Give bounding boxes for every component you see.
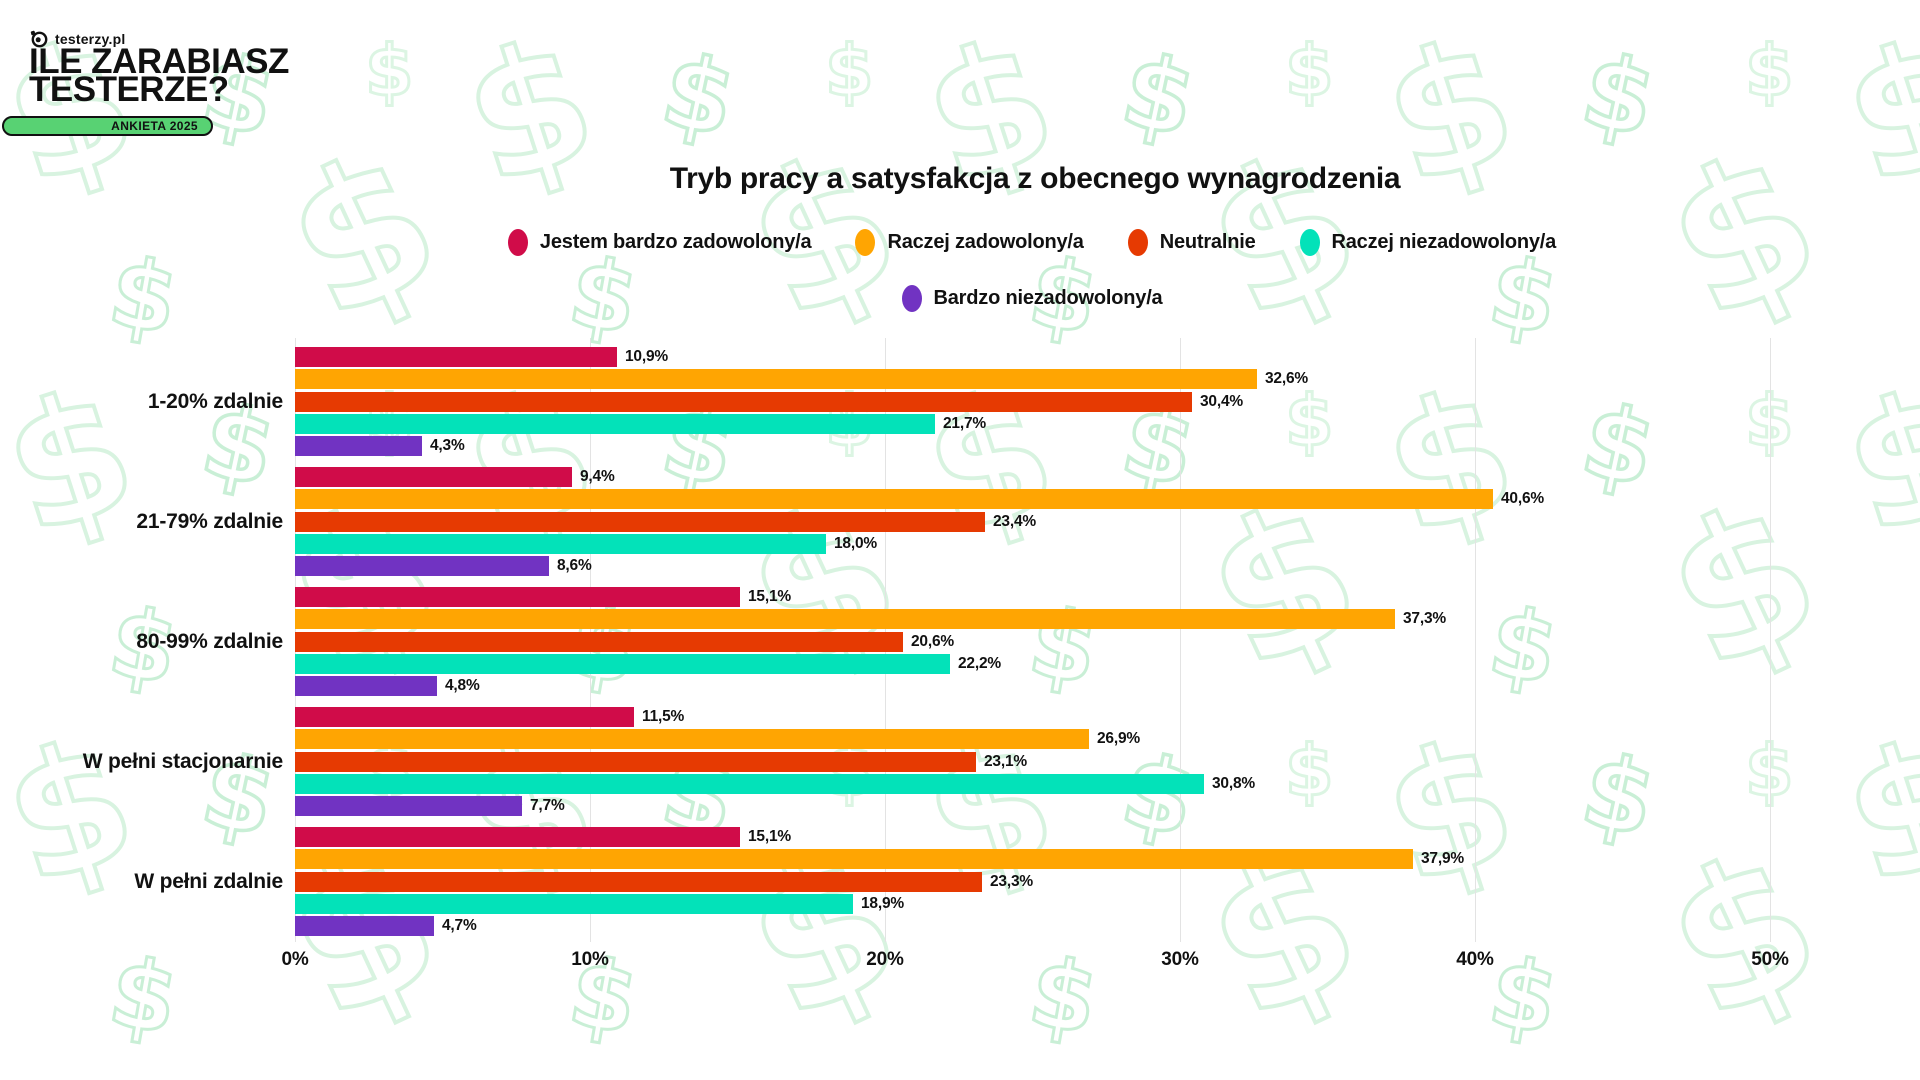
legend-label: Neutralnie [1159, 231, 1256, 253]
x-tick-label: 50% [1751, 949, 1789, 970]
bar-value-label: 32,6% [1265, 370, 1308, 387]
bar [295, 774, 1204, 794]
bar-value-label: 20,6% [911, 633, 954, 650]
legend-item: Raczej niezadowolony/a [1299, 229, 1557, 256]
legend-row: Jestem bardzo zadowolony/a Raczej zadowol… [507, 229, 1557, 256]
bar [295, 849, 1413, 869]
x-tick-label: 10% [571, 949, 609, 970]
legend-item: Jestem bardzo zadowolony/a [507, 229, 812, 256]
legend-label: Bardzo niezadowolony/a [933, 287, 1163, 309]
category-label: 1-20% zdalnie [147, 390, 283, 413]
legend-item: Raczej zadowolony/a [855, 229, 1084, 256]
bar [295, 654, 950, 674]
bar-value-label: 4,7% [442, 917, 477, 934]
bar-value-label: 9,4% [580, 468, 615, 485]
gridline [1475, 338, 1476, 942]
testerzy-logo-icon [30, 30, 48, 48]
legend-item: Neutralnie [1127, 229, 1256, 256]
logo: testerzy.pl [30, 30, 125, 48]
x-tick-label: 30% [1161, 949, 1199, 970]
category-label: 80-99% zdalnie [136, 630, 283, 653]
legend-item: Bardzo niezadowolony/a [901, 285, 1163, 312]
page-title-line1: ILE ZARABIASZ [29, 42, 289, 81]
category-label: W pełni zdalnie [134, 870, 283, 893]
bar [295, 436, 422, 456]
legend-label: Raczej niezadowolony/a [1331, 231, 1557, 253]
bar [295, 752, 976, 772]
legend-dot-icon [855, 229, 876, 256]
bar [295, 632, 903, 652]
bar-value-label: 23,4% [993, 513, 1036, 530]
bar [295, 609, 1395, 629]
bar-value-label: 21,7% [943, 415, 986, 432]
bar [295, 676, 437, 696]
bar [295, 872, 982, 892]
page-title-line2: TESTERZE? [29, 70, 229, 109]
bar [295, 894, 853, 914]
gridline [1770, 338, 1771, 942]
bar-value-label: 37,3% [1403, 610, 1446, 627]
bar-value-label: 23,1% [984, 753, 1027, 770]
bar [295, 347, 617, 367]
legend-label: Jestem bardzo zadowolony/a [539, 231, 812, 253]
x-tick-label: 20% [866, 949, 904, 970]
bar-value-label: 4,3% [430, 437, 465, 454]
bar-value-label: 37,9% [1421, 850, 1464, 867]
bar-value-label: 30,4% [1200, 393, 1243, 410]
legend-dot-icon [1127, 229, 1148, 256]
bar-value-label: 26,9% [1097, 730, 1140, 747]
legend-row: Bardzo niezadowolony/a [901, 285, 1163, 312]
bar-value-label: 18,9% [861, 895, 904, 912]
logo-text: testerzy.pl [55, 31, 126, 47]
bar-value-label: 40,6% [1501, 490, 1544, 507]
legend-label: Raczej zadowolony/a [887, 231, 1084, 253]
bar [295, 827, 740, 847]
bar [295, 729, 1089, 749]
bar [295, 489, 1493, 509]
bar [295, 392, 1192, 412]
survey-year-badge: ANKIETA 2025 [2, 116, 213, 136]
category-label: W pełni stacjonarnie [82, 750, 283, 773]
bar-value-label: 4,8% [445, 677, 480, 694]
bar-value-label: 7,7% [530, 797, 565, 814]
x-tick-label: 0% [281, 949, 309, 970]
x-tick-label: 40% [1456, 949, 1494, 970]
bar-value-label: 18,0% [834, 535, 877, 552]
bar-value-label: 11,5% [642, 708, 685, 725]
bar-value-label: 10,9% [625, 348, 668, 365]
bar-value-label: 15,1% [748, 588, 791, 605]
bar [295, 796, 522, 816]
bar [295, 534, 826, 554]
gridline [1180, 338, 1181, 942]
chart-title: Tryb pracy a satysfakcja z obecnego wyna… [669, 162, 1401, 195]
legend-dot-icon [1299, 229, 1320, 256]
bar [295, 369, 1257, 389]
bar [295, 414, 935, 434]
page-title: ILE ZARABIASZ TESTERZE? [29, 44, 289, 107]
bar [295, 587, 740, 607]
bar-value-label: 8,6% [557, 557, 592, 574]
bar-value-label: 30,8% [1212, 775, 1255, 792]
bar [295, 512, 985, 532]
bar-value-label: 15,1% [748, 828, 791, 845]
chart-legend: Jestem bardzo zadowolony/a Raczej zadowol… [144, 229, 1920, 312]
bar [295, 707, 634, 727]
bar-value-label: 22,2% [958, 655, 1001, 672]
legend-dot-icon [507, 229, 528, 256]
bar [295, 467, 572, 487]
bar [295, 556, 549, 576]
bar-value-label: 23,3% [990, 873, 1033, 890]
bar [295, 916, 434, 936]
legend-dot-icon [901, 285, 922, 312]
category-label: 21-79% zdalnie [136, 510, 283, 533]
